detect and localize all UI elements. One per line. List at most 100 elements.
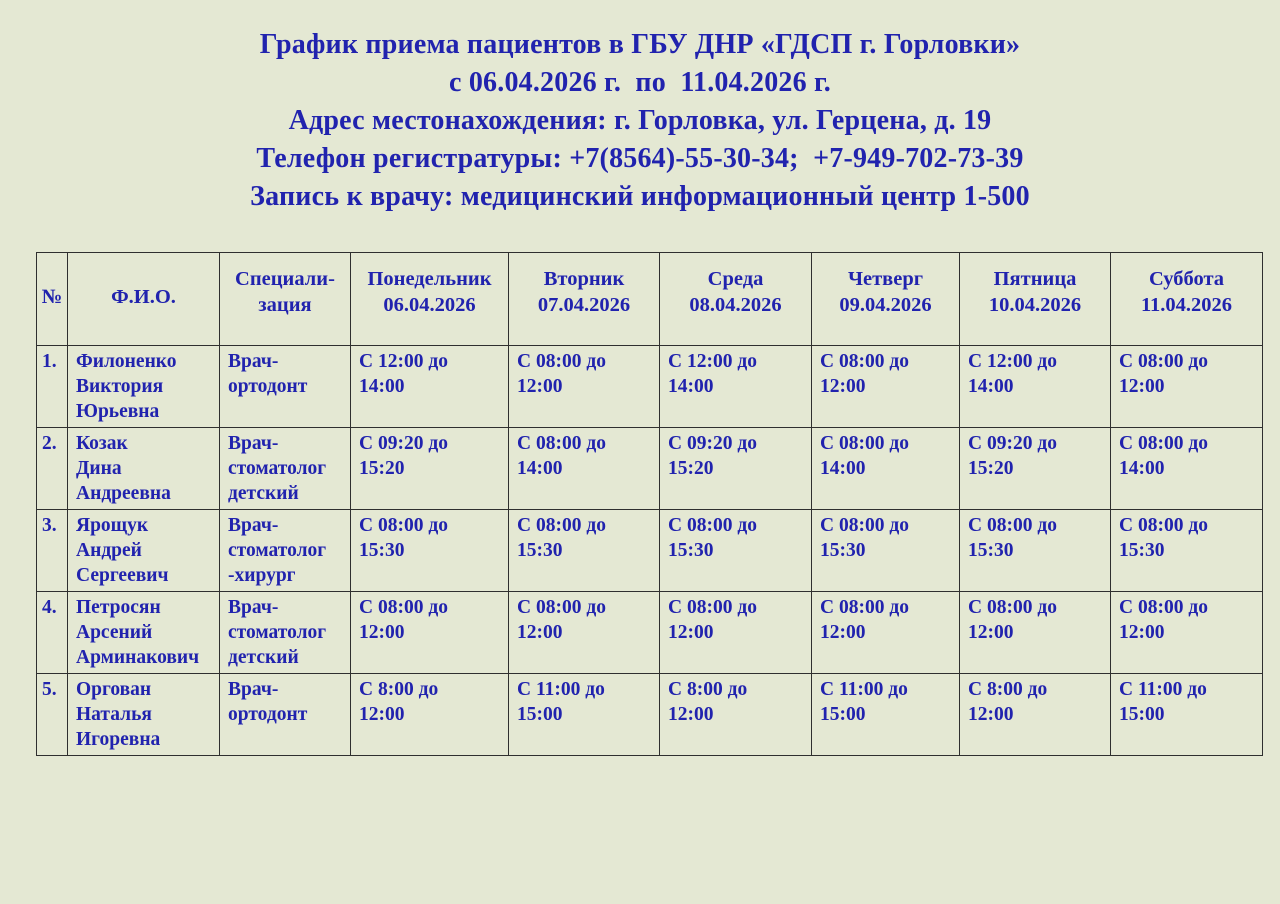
cell-line: Арсений — [76, 622, 153, 643]
cell-line: С 08:00 до — [668, 597, 757, 618]
cell-line: С 11:00 до — [820, 679, 908, 700]
cell-line: Дина — [76, 458, 122, 479]
cell-line: Врач- — [228, 433, 279, 454]
cell-line: 15:00 — [1119, 704, 1165, 725]
cell-line: 15:20 — [359, 458, 405, 479]
cell-line: 14:00 — [968, 376, 1014, 397]
cell-line: 12:00 — [517, 376, 563, 397]
cell-line: Оргован — [76, 679, 152, 700]
cell-line: 15:30 — [1119, 540, 1165, 561]
schedule-time-cell: С 08:00 до 12:00 — [350, 591, 509, 674]
cell-line: 15:20 — [968, 458, 1014, 479]
cell-line: Игоревна — [76, 729, 161, 750]
cell-line: 12:00 — [359, 704, 405, 725]
row-number-cell: 4. — [36, 591, 68, 674]
schedule-time-cell: С 08:00 до 15:30 — [1110, 509, 1263, 592]
specialization-cell: Врач-стоматолог детский — [219, 427, 351, 510]
schedule-time-cell: С 08:00 до 15:30 — [811, 509, 960, 592]
table-row: 2. Козак Дина Андреевна Врач-стоматолог детск… — [36, 427, 1263, 510]
cell-line: 15:30 — [968, 540, 1014, 561]
specialization-cell: Врач-стоматолог детский — [219, 591, 351, 674]
row-number-cell: 3. — [36, 509, 68, 592]
schedule-time-cell: С 08:00 до 14:00 — [811, 427, 960, 510]
schedule-time-cell: С 09:20 до 15:20 — [959, 427, 1111, 510]
schedule-time-cell: С 08:00 до 12:00 — [959, 591, 1111, 674]
cell-line: 12:00 — [968, 622, 1014, 643]
cell-line: ортодонт — [228, 376, 308, 397]
schedule-time-cell: С 08:00 до 15:30 — [350, 509, 509, 592]
title-line-1: График приема пациентов в ГБУ ДНР «ГДСП … — [259, 29, 1021, 60]
cell-line: 14:00 — [517, 458, 563, 479]
column-header-number: № — [36, 252, 68, 346]
cell-line: Врач- — [228, 515, 279, 536]
schedule-time-cell: С 08:00 до 15:30 — [659, 509, 812, 592]
cell-line: С 09:20 до — [968, 433, 1057, 454]
cell-line: С 12:00 до — [359, 351, 448, 372]
cell-line: 15:30 — [359, 540, 405, 561]
title-line-4-phones: Телефон регистратуры: +7(8564)-55-30-34;… — [256, 143, 1024, 174]
title-line-2-dates: с 06.04.2026 г. по 11.04.2026 г. — [449, 67, 831, 98]
header-line: 09.04.2026 — [839, 294, 932, 316]
cell-line: 12:00 — [968, 704, 1014, 725]
specialization-cell: Врач-стоматолог -хирург — [219, 509, 351, 592]
cell-line: С 08:00 до — [820, 433, 909, 454]
cell-line: 15:20 — [668, 458, 714, 479]
schedule-time-cell: С 12:00 до 14:00 — [659, 345, 812, 428]
cell-line: Врач- — [228, 597, 279, 618]
cell-line: 14:00 — [668, 376, 714, 397]
schedule-time-cell: С 08:00 до 12:00 — [1110, 591, 1263, 674]
schedule-time-cell: С 8:00 до 12:00 — [659, 673, 812, 756]
cell-line: С 09:20 до — [668, 433, 757, 454]
cell-line: 15:30 — [820, 540, 866, 561]
cell-line: 2. — [42, 433, 57, 454]
document-title-block: График приема пациентов в ГБУ ДНР «ГДСП … — [0, 0, 1280, 216]
cell-line: С 08:00 до — [820, 351, 909, 372]
column-header-monday: Понедельник 06.04.2026 — [350, 252, 509, 346]
cell-line: С 8:00 до — [968, 679, 1048, 700]
schedule-time-cell: С 08:00 до 12:00 — [811, 591, 960, 674]
schedule-time-cell: С 08:00 до 15:30 — [508, 509, 660, 592]
cell-line: С 08:00 до — [1119, 597, 1208, 618]
cell-line: ортодонт — [228, 704, 308, 725]
cell-line: 12:00 — [820, 376, 866, 397]
schedule-time-cell: С 08:00 до 15:30 — [959, 509, 1111, 592]
doctor-name-cell: Петросян Арсений Арминакович — [67, 591, 220, 674]
cell-line: С 08:00 до — [820, 515, 909, 536]
header-line: 10.04.2026 — [988, 294, 1082, 316]
schedule-time-cell: С 8:00 до 12:00 — [350, 673, 509, 756]
header-line: 08.04.2026 — [689, 294, 782, 316]
cell-line: 15:00 — [820, 704, 866, 725]
cell-line: 12:00 — [517, 622, 563, 643]
cell-line: 1. — [42, 351, 57, 372]
cell-line: С 08:00 до — [820, 597, 909, 618]
cell-line: 14:00 — [820, 458, 866, 479]
table-row: 3. Ярощук Андрей Сергеевич Врач-стоматолог -х… — [36, 509, 1263, 592]
schedule-time-cell: С 09:20 до 15:20 — [350, 427, 509, 510]
table-row: 4. Петросян Арсений Арминакович Врач-стомато… — [36, 591, 1263, 674]
header-line: № — [41, 286, 63, 308]
cell-line: С 08:00 до — [1119, 351, 1208, 372]
cell-line: С 08:00 до — [517, 351, 606, 372]
header-line: Суббота — [1148, 268, 1225, 290]
cell-line: Ярощук — [76, 515, 149, 536]
cell-line: Врач- — [228, 351, 279, 372]
cell-line: детский — [228, 647, 299, 668]
column-header-name: Ф.И.О. — [67, 252, 220, 346]
schedule-time-cell: С 08:00 до 14:00 — [508, 427, 660, 510]
column-header-wednesday: Среда 08.04.2026 — [659, 252, 812, 346]
cell-line: 15:30 — [668, 540, 714, 561]
header-line: Среда — [707, 268, 764, 290]
cell-line: Петросян — [76, 597, 161, 618]
cell-line: стоматолог — [228, 458, 327, 479]
row-number-cell: 5. — [36, 673, 68, 756]
column-header-specialization: Специали- зация — [219, 252, 351, 346]
column-header-thursday: Четверг 09.04.2026 — [811, 252, 960, 346]
cell-line: Сергеевич — [76, 565, 169, 586]
schedule-time-cell: С 11:00 до 15:00 — [1110, 673, 1263, 756]
cell-line: 15:00 — [517, 704, 563, 725]
cell-line: Юрьевна — [76, 401, 160, 422]
cell-line: Филоненко — [76, 351, 177, 372]
doctor-name-cell: Филоненко Виктория Юрьевна — [67, 345, 220, 428]
cell-line: 12:00 — [359, 622, 405, 643]
